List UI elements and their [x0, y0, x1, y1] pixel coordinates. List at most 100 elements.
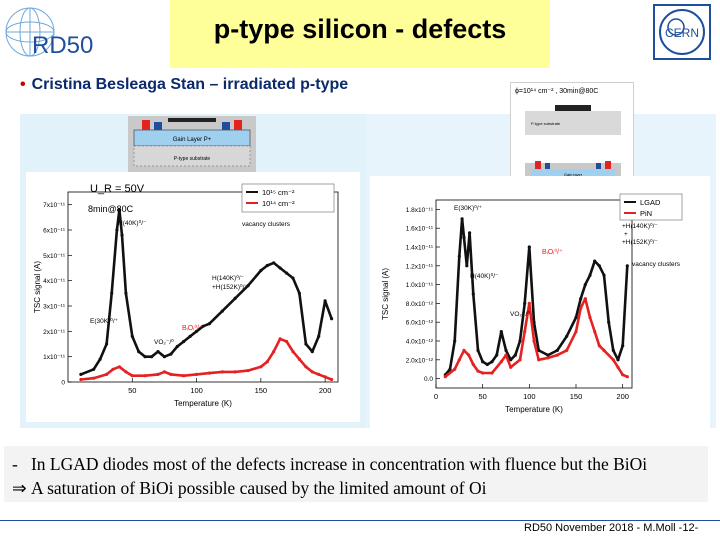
series-line-2 [80, 337, 333, 381]
data-point [143, 374, 147, 378]
y-tick-label: 6x10⁻¹¹ [43, 228, 66, 235]
data-point [597, 264, 601, 268]
data-point [625, 264, 629, 268]
data-point [462, 236, 466, 240]
legend-label: 10¹⁴ cm⁻² [262, 199, 295, 208]
data-point [162, 370, 166, 374]
legend-label: PiN [640, 209, 652, 218]
annotation: VO₂⁻/⁰ [510, 310, 530, 318]
data-point [443, 375, 447, 379]
footer-divider [0, 520, 720, 521]
data-point [574, 330, 578, 334]
data-point [555, 348, 559, 352]
annotation: BᵢOᵢ⁰/⁺ [182, 324, 203, 332]
data-point [297, 357, 301, 361]
headline-text: Cristina Besleaga Stan – irradiated p-ty… [31, 76, 349, 93]
data-point [265, 360, 269, 364]
data-point [92, 367, 96, 371]
data-point [476, 369, 480, 373]
data-point [220, 370, 224, 374]
data-point [304, 342, 308, 346]
annotation: +H(152K)⁰/⁻ [212, 283, 248, 291]
data-point [259, 365, 263, 369]
data-point [182, 339, 186, 344]
data-point [105, 372, 109, 376]
x-tick-label: 0 [434, 392, 438, 401]
y-tick-label: 7x10⁻¹¹ [43, 202, 66, 209]
data-point [448, 367, 452, 371]
legend-box [619, 193, 683, 221]
data-point [285, 271, 289, 275]
annotation: vacancy clusters [242, 221, 291, 228]
data-point [546, 353, 550, 357]
data-point [310, 350, 314, 354]
data-point [272, 261, 276, 265]
rd50-logo: RD50 [2, 2, 114, 64]
data-point [583, 297, 587, 301]
condition-label: 8min@80C [88, 204, 134, 214]
data-point [579, 297, 583, 301]
left-device-schematic: Gain Layer P+ P-type substrate [128, 116, 256, 174]
rd50-logo-text: RD50 [32, 32, 94, 59]
data-point [518, 358, 522, 362]
data-point [317, 372, 321, 376]
y-axis-label: TSC signal (A) [33, 261, 42, 313]
data-point [471, 362, 475, 367]
x-axis-label: Temperature (K) [505, 405, 563, 414]
data-point [143, 355, 147, 359]
y-tick-label: 1.4x10⁻¹¹ [406, 245, 434, 252]
data-point [537, 358, 541, 362]
data-point [278, 337, 282, 341]
data-point [574, 315, 578, 320]
data-point [105, 342, 109, 346]
data-point [98, 357, 102, 361]
implies-arrow-icon: ⇒ [12, 478, 27, 498]
x-axis-label: Temperature (K) [174, 399, 232, 408]
data-point [92, 376, 96, 380]
data-point [175, 344, 179, 349]
data-point [233, 370, 237, 374]
annotation: H(40K)⁰/⁻ [118, 219, 147, 227]
x-tick-label: 200 [319, 386, 332, 395]
data-point [79, 377, 83, 382]
data-point [579, 306, 583, 310]
annotation: + [624, 231, 628, 238]
data-point [509, 358, 513, 362]
data-point [117, 365, 121, 369]
conclusion-line-2: ⇒ A saturation of BiOi possible caused b… [12, 478, 486, 499]
plot-frame [67, 191, 339, 383]
data-point [156, 372, 160, 376]
annotation: +H(152K)⁰/⁻ [622, 238, 658, 246]
data-point [169, 372, 173, 376]
data-point [310, 370, 314, 374]
data-point [246, 369, 250, 373]
conclusion-text-2: A saturation of BiOi possible caused by … [31, 478, 487, 498]
title-box: p-type silicon - defects [170, 0, 550, 68]
data-point [120, 233, 124, 237]
y-tick-label: 1.0x10⁻¹¹ [406, 282, 434, 289]
rd50-logo-graphic [5, 7, 55, 57]
y-tick-label: 2x10⁻¹¹ [43, 329, 66, 336]
data-point [616, 358, 620, 362]
y-tick-label: 4.0x10⁻¹² [406, 339, 434, 346]
data-point [583, 283, 587, 287]
data-point [527, 301, 531, 305]
data-point [523, 330, 527, 334]
data-point [616, 365, 620, 369]
data-point [453, 339, 457, 343]
y-tick-label: 0.0 [424, 376, 433, 383]
data-point [182, 374, 186, 378]
data-point [124, 370, 128, 374]
data-point [201, 324, 205, 328]
data-point [291, 350, 295, 354]
x-tick-label: 50 [478, 392, 486, 401]
data-point [465, 264, 469, 268]
data-point [462, 348, 466, 352]
data-point [79, 372, 83, 376]
headline: • Cristina Besleaga Stan – irradiated p-t… [20, 76, 348, 94]
data-point [527, 245, 531, 249]
legend-label: LGAD [640, 198, 661, 207]
data-point [130, 374, 134, 378]
x-tick-label: 150 [570, 392, 583, 401]
data-point [323, 375, 327, 379]
